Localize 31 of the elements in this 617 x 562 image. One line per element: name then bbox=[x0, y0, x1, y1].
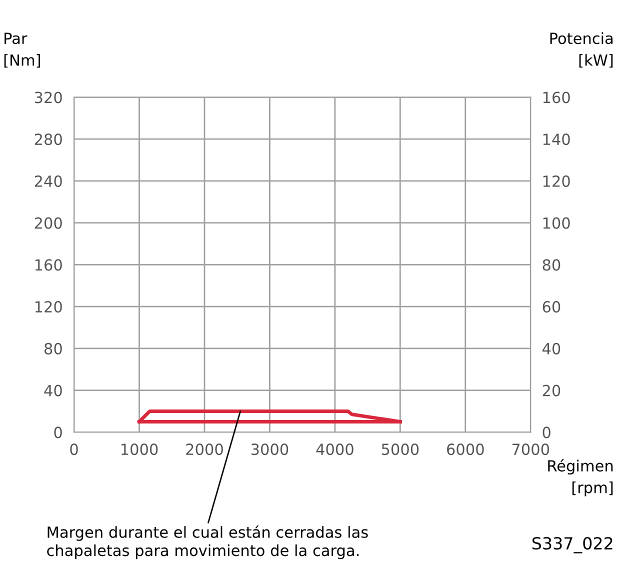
x-tick-label: 7000 bbox=[512, 444, 550, 456]
y2-tick-label: 140 bbox=[543, 134, 570, 146]
y2-tick-label: 160 bbox=[543, 92, 570, 104]
x-tick-label: 4000 bbox=[316, 444, 354, 456]
y-tick-label: 80 bbox=[44, 342, 62, 354]
y2-tick-label: 120 bbox=[543, 175, 570, 187]
y-tick-label: 200 bbox=[34, 217, 62, 229]
x-tick-label: 0 bbox=[70, 444, 78, 456]
y-tick-label: 280 bbox=[34, 134, 62, 146]
y2-tick-label: 100 bbox=[543, 217, 570, 229]
y-axis-title: Par [Nm] bbox=[4, 32, 40, 68]
text: S337_022 bbox=[532, 536, 612, 554]
y-tick-label: 0 bbox=[54, 426, 62, 438]
x-tick-label: 5000 bbox=[382, 444, 419, 456]
x-tick-label: 1000 bbox=[122, 444, 158, 456]
y-tick-label: 120 bbox=[35, 301, 62, 313]
x-axis-title: Régimen [rpm] bbox=[548, 459, 613, 496]
x-tick-label: 2000 bbox=[186, 444, 223, 456]
x-tick-label: 6000 bbox=[447, 444, 484, 456]
y2-tick-label: 40 bbox=[542, 342, 560, 354]
y-tick-label: 160 bbox=[35, 259, 62, 271]
y2-tick-label: 80 bbox=[542, 259, 560, 271]
x-tick-label: 3000 bbox=[251, 444, 288, 456]
y2-tick-label: 60 bbox=[542, 301, 560, 313]
y2-axis-title: Potencia [kW] bbox=[550, 32, 613, 68]
y-tick-label: 240 bbox=[34, 175, 62, 187]
y2-tick-label: 20 bbox=[542, 384, 560, 396]
y2-tick-label: 0 bbox=[542, 426, 550, 438]
y-tick-label: 320 bbox=[34, 92, 62, 104]
y-tick-label: 40 bbox=[44, 384, 62, 396]
annotation: Margen durante el cual están cerradas las chapaletas para movimiento de la carga. bbox=[47, 525, 368, 560]
